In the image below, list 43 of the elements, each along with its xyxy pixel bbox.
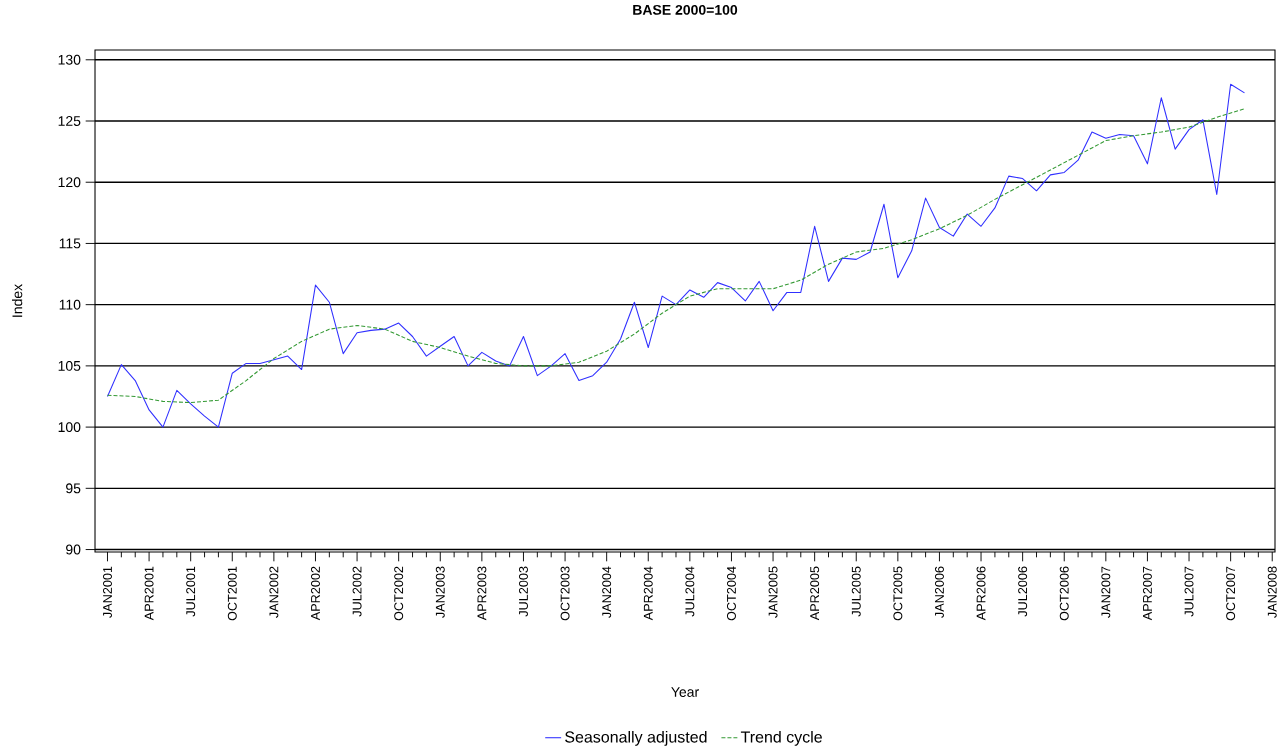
legend-label: Seasonally adjusted <box>565 730 707 746</box>
x-tick-label: APR2003 <box>477 566 487 621</box>
x-tick-label: JUL2002 <box>352 566 362 617</box>
x-tick-label: OCT2005 <box>893 566 903 621</box>
x-tick-label: JAN2007 <box>1101 566 1111 618</box>
x-tick-label: APR2006 <box>976 566 986 621</box>
x-tick-label: APR2002 <box>310 566 320 621</box>
y-tick-label: 110 <box>59 299 81 310</box>
x-tick-label: JAN2003 <box>435 566 445 618</box>
x-tick-label: JAN2001 <box>103 566 112 618</box>
x-tick-label: OCT2007 <box>1226 566 1236 621</box>
x-tick-label: JAN2008 <box>1267 566 1277 618</box>
x-tick-label: OCT2006 <box>1059 566 1069 621</box>
y-tick-label: 115 <box>59 238 81 249</box>
x-tick-label: APR2004 <box>643 566 653 621</box>
y-tick-label: 95 <box>66 483 81 494</box>
legend-label: Trend cycle <box>740 730 822 746</box>
x-tick-label: JUL2006 <box>1018 566 1028 617</box>
x-tick-label: APR2005 <box>810 566 820 621</box>
x-tick-label: JAN2006 <box>934 566 944 618</box>
y-tick-label: 90 <box>66 544 81 555</box>
y-tick-label: 105 <box>58 360 81 371</box>
x-tick-label: OCT2003 <box>560 566 570 621</box>
x-tick-label: OCT2004 <box>726 566 736 621</box>
x-tick-label: OCT2002 <box>394 566 404 621</box>
y-tick-label: 120 <box>58 177 81 188</box>
x-tick-label: JUL2003 <box>518 566 528 617</box>
x-tick-label: JAN2002 <box>269 566 279 618</box>
x-tick-label: APR2007 <box>1142 566 1152 621</box>
chart-title: BASE 2000=100 <box>633 4 738 15</box>
y-tick-label: 130 <box>58 54 81 65</box>
x-tick-label: OCT2001 <box>227 566 237 621</box>
x-tick-label: JUL2001 <box>186 566 196 617</box>
x-tick-label: JAN2005 <box>768 566 778 618</box>
x-tick-label: APR2001 <box>144 566 154 621</box>
y-tick-label: 125 <box>58 116 81 126</box>
x-tick-label: JUL2007 <box>1184 566 1194 617</box>
y-tick-label: 100 <box>58 422 81 433</box>
x-tick-label: JUL2004 <box>685 566 695 617</box>
x-tick-label: JUL2005 <box>851 566 861 617</box>
x-axis-title: Year <box>671 687 699 697</box>
y-axis-title: Index <box>12 284 23 317</box>
x-tick-label: JAN2004 <box>602 566 612 618</box>
